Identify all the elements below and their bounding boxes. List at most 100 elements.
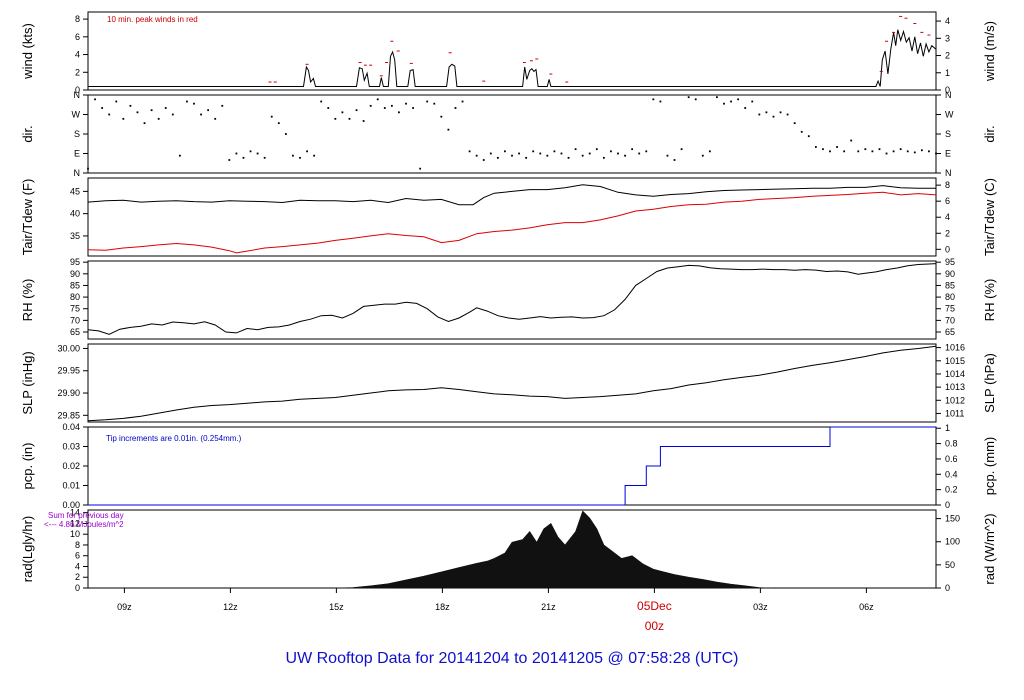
dir-dir-point (108, 113, 111, 116)
rh-left-tick-label: 75 (70, 304, 80, 314)
slp-left-tick-label: 30.00 (57, 343, 80, 353)
dir-dir-point (270, 115, 273, 118)
time-axis: 09z 12z 15z 18z 21z 05Dec 00z 03z 06z (117, 588, 874, 633)
slp-left-tick-label: 29.95 (57, 366, 80, 376)
dir-dir-point (263, 156, 266, 159)
dir-dir-point (489, 152, 492, 155)
rh-left-tick-label: 70 (70, 315, 80, 325)
dir-dir-point (935, 152, 937, 155)
dir-dir-point (680, 148, 683, 151)
dir-dir-point (772, 115, 775, 118)
dir-dir-point (560, 152, 563, 155)
dir-dir-point (758, 113, 761, 116)
dir-dir-point (631, 148, 634, 151)
rh-right-tick-label: 70 (945, 315, 955, 325)
dir-dir-point (814, 146, 817, 148)
dir-dir-point (101, 107, 104, 109)
dir-dir-point (525, 156, 528, 159)
dir-dir-point (928, 150, 930, 153)
pcp-right-tick-label: 0.6 (945, 454, 958, 464)
time-tick-label: 03z (753, 602, 768, 612)
dir-dir-point (864, 148, 867, 151)
temp-series-tdew-line (87, 191, 937, 254)
slp-ylabel: SLP (inHg) (20, 351, 35, 414)
dir-dir-point (878, 148, 881, 151)
dir-dir-point (652, 98, 655, 101)
slp-series-0-line (87, 345, 937, 422)
dir-dir-point (405, 102, 407, 105)
rad-right-tick-label: 50 (945, 560, 955, 570)
pcp-right-tick-label: 0.8 (945, 439, 958, 449)
dir-dir-point (687, 96, 690, 99)
wind-left-tick-label: 6 (75, 32, 80, 42)
dir-dir-point (857, 150, 860, 153)
dir-dir-point (617, 152, 619, 155)
dir-dir-point (115, 100, 118, 103)
dir-dir-point (496, 156, 499, 159)
dir-right-tick-label: E (945, 149, 951, 159)
dir-dir-point (200, 113, 202, 116)
dir-dir-point (390, 104, 393, 107)
dir-dir-point (807, 135, 810, 138)
slp-right-tick-label: 1011 (945, 408, 964, 418)
pcp-left-tick-label: 0.04 (62, 422, 80, 432)
slp-right-tick-label: 1015 (945, 356, 965, 366)
temp-right-tick-label: 2 (945, 228, 950, 238)
temp-panel: 35 40 45 0 2 4 6 8 Tair/Tdew (F) Tair/Tdew (C) (20, 177, 997, 257)
dir-dir-point (475, 154, 478, 157)
pcp-ylabel-right: pcp. (mm) (982, 437, 997, 496)
time-tick-label: 18z (435, 602, 450, 612)
dir-dir-point (786, 113, 789, 116)
dir-dir-point (334, 117, 337, 120)
dir-dir-point (694, 98, 697, 101)
dir-dir-point (822, 148, 824, 151)
dir-dir-point (277, 122, 280, 125)
dir-dir-point (511, 154, 513, 157)
time-tick-label: 21z (541, 602, 556, 612)
slp-left-tick-label: 29.90 (57, 388, 80, 398)
wind-right-tick-label: 0 (945, 85, 950, 95)
rh-ylabel: RH (%) (20, 279, 35, 322)
dir-ylabel-right: dir. (982, 125, 997, 142)
dir-dir-point (256, 152, 259, 155)
dir-dir-point (532, 150, 535, 153)
dir-dir-point (581, 154, 584, 157)
rad-left-tick-label: 12 (70, 518, 80, 528)
dir-dir-point (87, 167, 89, 170)
pcp-left-tick-label: 0.02 (62, 461, 80, 471)
dir-dir-point (207, 109, 210, 112)
pcp-panel: 0.00 0.01 0.02 0.03 0.04 0 0.2 0.4 0.6 0.8 1 pcp. (… (20, 422, 997, 510)
temp-series-tair-line (87, 184, 936, 206)
time-tick-label: 06z (859, 602, 874, 612)
rh-left-tick-label: 90 (70, 269, 80, 279)
rad-annotation-2: <--- 4.86 MJoules/m^2 (44, 520, 124, 529)
dir-dir-point (595, 148, 598, 151)
pcp-right-tick-label: 1 (945, 423, 950, 433)
slp-right-tick-label: 1012 (945, 395, 965, 405)
wind-ylabel: wind (kts) (20, 23, 35, 80)
dir-dir-point (412, 107, 414, 109)
slp-frame (87, 343, 937, 423)
pcp-right-tick-label: 0 (945, 500, 950, 510)
dir-dir-point (355, 109, 358, 112)
wind-right-tick-label: 4 (945, 16, 950, 26)
dir-dir-point (433, 102, 436, 105)
slp-right-tick-label: 1016 (945, 343, 965, 353)
dir-right-tick-label: N (945, 90, 952, 100)
dir-dir-point (800, 130, 803, 133)
wind-right-tick-label: 1 (945, 68, 950, 78)
dir-dir-point (553, 150, 556, 153)
rad-ylabel: rad(Lgly/hr) (20, 516, 35, 582)
temp-right-tick-label: 6 (945, 196, 950, 206)
dir-dir-point (765, 111, 768, 114)
wind-right-tick-label: 3 (945, 33, 950, 43)
temp-ylabel: Tair/Tdew (F) (20, 179, 35, 256)
wind-panel: 0 2 4 6 8 0 1 2 3 4 wind (kts) wind (m/s) 10 min. pe… (20, 11, 997, 95)
dir-dir-point (221, 104, 224, 107)
dir-dir-point (885, 152, 888, 155)
time-tick-label: 00z (645, 619, 664, 633)
pcp-ylabel: pcp. (in) (20, 443, 35, 490)
